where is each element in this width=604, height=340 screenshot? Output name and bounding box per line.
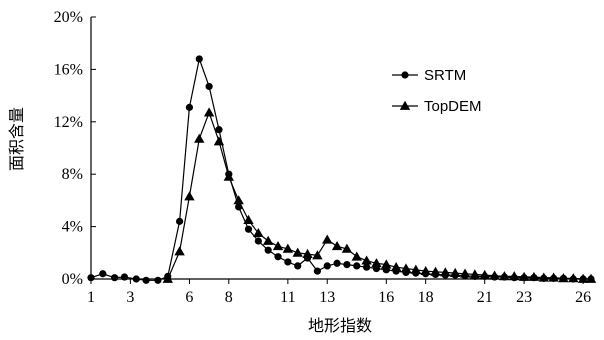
- legend-label-srtm: SRTM: [424, 67, 466, 84]
- data-point-srtm: [284, 258, 292, 266]
- data-point-topdem: [577, 273, 589, 283]
- data-point-topdem: [538, 272, 549, 282]
- data-point-topdem: [371, 258, 382, 268]
- data-point-topdem: [243, 214, 254, 224]
- data-point-topdem: [322, 234, 333, 244]
- x-tick-label: 8: [225, 289, 233, 306]
- legend-label-topdem: TopDEM: [424, 98, 482, 115]
- y-axis-title: 面积含量: [7, 107, 26, 171]
- y-tick-label: 0%: [62, 271, 83, 288]
- data-point-srtm: [274, 253, 282, 261]
- data-point-srtm: [205, 82, 213, 91]
- x-tick-label: 21: [477, 289, 493, 306]
- x-tick-label: 16: [378, 289, 394, 306]
- series-layer: [87, 55, 597, 284]
- data-point-topdem: [312, 250, 323, 260]
- legend-marker-srtm: [401, 71, 409, 79]
- data-point-topdem: [528, 271, 540, 281]
- data-point-topdem: [262, 235, 274, 245]
- x-tick-label: 6: [185, 289, 193, 306]
- data-point-topdem: [361, 255, 372, 265]
- y-tick-label: 12%: [54, 114, 83, 131]
- data-point-topdem: [381, 259, 392, 269]
- data-point-srtm: [120, 273, 129, 281]
- data-point-srtm: [363, 263, 371, 271]
- data-point-topdem: [499, 271, 510, 281]
- data-point-topdem: [430, 266, 441, 276]
- data-point-topdem: [341, 243, 353, 253]
- data-point-srtm: [142, 276, 150, 284]
- data-point-topdem: [449, 267, 461, 278]
- data-point-topdem: [585, 273, 597, 283]
- data-point-topdem: [282, 243, 294, 253]
- x-tick-label: 11: [280, 289, 295, 306]
- data-point-srtm: [175, 217, 184, 225]
- data-point-srtm: [244, 225, 253, 233]
- data-point-srtm: [87, 274, 95, 282]
- data-point-topdem: [213, 136, 225, 146]
- series-topdem: [162, 107, 597, 283]
- data-point-srtm: [111, 274, 119, 282]
- y-tick-label: 8%: [62, 166, 83, 183]
- data-point-topdem: [184, 191, 195, 201]
- data-point-topdem: [174, 246, 185, 256]
- data-point-srtm: [99, 270, 107, 278]
- x-tick-label: 18: [418, 289, 434, 306]
- data-point-topdem: [518, 271, 530, 281]
- data-point-topdem: [272, 241, 284, 251]
- data-point-topdem: [302, 248, 313, 259]
- data-point-topdem: [400, 263, 412, 273]
- data-point-topdem: [558, 273, 569, 283]
- x-tick-label: 1: [87, 289, 95, 306]
- data-point-srtm: [132, 275, 140, 283]
- data-point-topdem: [292, 247, 303, 257]
- data-point-srtm: [323, 262, 331, 270]
- x-tick-label: 13: [319, 289, 335, 306]
- x-tick-label: 23: [516, 289, 532, 306]
- axes: 0%4%8%12%16%20%1 3 6 8 11 13 16 18 21 23 26: [54, 9, 593, 306]
- data-point-topdem: [469, 269, 481, 279]
- data-point-topdem: [420, 265, 431, 276]
- data-point-topdem: [479, 269, 490, 279]
- data-point-srtm: [313, 267, 321, 275]
- data-point-srtm: [333, 259, 341, 267]
- y-tick-label: 20%: [54, 9, 83, 26]
- x-tick-label: 3: [126, 289, 134, 306]
- data-point-srtm: [185, 103, 194, 111]
- data-point-topdem: [203, 107, 215, 117]
- data-point-topdem: [548, 272, 559, 282]
- x-axis-title: 地形指数: [308, 316, 372, 335]
- data-point-topdem: [331, 241, 343, 251]
- legend: SRTM TopDEM: [392, 67, 482, 115]
- data-point-topdem: [194, 133, 205, 143]
- data-point-srtm: [195, 55, 203, 63]
- data-point-topdem: [489, 270, 500, 280]
- data-point-srtm: [343, 260, 351, 269]
- data-point-topdem: [390, 262, 402, 272]
- data-point-srtm: [154, 276, 162, 284]
- data-point-srtm: [353, 262, 361, 270]
- data-point-srtm: [264, 246, 272, 254]
- x-tick-label: 26: [575, 289, 591, 306]
- data-point-topdem: [459, 268, 471, 278]
- data-point-srtm: [215, 126, 223, 134]
- data-point-topdem: [233, 195, 244, 205]
- data-point-topdem: [440, 267, 451, 277]
- data-point-topdem: [568, 273, 579, 283]
- series-line-topdem: [167, 110, 591, 280]
- data-point-topdem: [253, 227, 264, 238]
- data-point-topdem: [223, 171, 235, 181]
- data-point-topdem: [162, 273, 173, 283]
- y-tick-label: 4%: [62, 219, 83, 236]
- data-point-srtm: [254, 237, 262, 245]
- data-point-topdem: [351, 251, 362, 261]
- data-point-topdem: [509, 271, 520, 281]
- y-tick-label: 16%: [54, 61, 83, 78]
- data-point-srtm: [294, 262, 302, 270]
- data-point-topdem: [410, 264, 422, 274]
- legend-marker-topdem: [399, 100, 411, 110]
